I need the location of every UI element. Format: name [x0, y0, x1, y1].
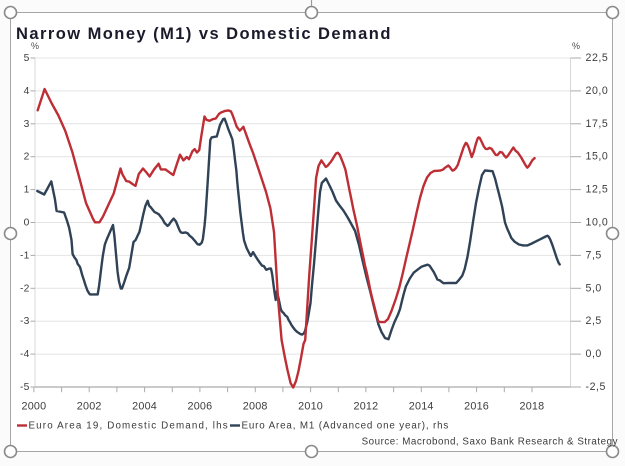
svg-text:17,5: 17,5 [586, 118, 609, 130]
svg-text:2002: 2002 [77, 400, 102, 412]
svg-text:-2: -2 [20, 283, 30, 294]
svg-text:15,0: 15,0 [586, 151, 609, 163]
svg-text:-4: -4 [20, 349, 30, 360]
svg-text:Euro Area, M1 (Advanced one ye: Euro Area, M1 (Advanced one year), rhs [242, 421, 450, 432]
svg-text:3: 3 [24, 119, 30, 130]
svg-text:2010: 2010 [298, 400, 323, 412]
svg-text:0,0: 0,0 [586, 348, 602, 360]
svg-text:5: 5 [24, 53, 30, 64]
svg-text:2000: 2000 [21, 400, 46, 412]
svg-text:-5: -5 [20, 382, 30, 393]
svg-text:Source: Macrobond, Saxo Bank R: Source: Macrobond, Saxo Bank Research & … [362, 437, 618, 448]
svg-text:2018: 2018 [519, 400, 544, 412]
svg-text:2004: 2004 [132, 400, 157, 412]
svg-text:Narrow Money (M1) vs Domestic: Narrow Money (M1) vs Domestic Demand [16, 25, 392, 43]
svg-text:10,0: 10,0 [586, 217, 609, 229]
svg-text:22,5: 22,5 [586, 52, 609, 64]
svg-text:12,5: 12,5 [586, 184, 609, 196]
svg-text:2014: 2014 [409, 400, 434, 412]
svg-text:-2,5: -2,5 [586, 381, 606, 393]
svg-text:5,0: 5,0 [586, 282, 602, 294]
svg-text:-1: -1 [20, 250, 30, 261]
svg-text:2006: 2006 [187, 400, 212, 412]
svg-text:%: % [31, 41, 39, 51]
svg-text:2,5: 2,5 [586, 315, 602, 327]
svg-text:-3: -3 [20, 316, 30, 327]
svg-text:4: 4 [24, 86, 30, 97]
svg-text:2008: 2008 [243, 400, 268, 412]
svg-text:%: % [572, 41, 580, 51]
svg-text:2: 2 [24, 152, 30, 163]
svg-text:Euro Area 19, Domestic Demand,: Euro Area 19, Domestic Demand, lhs [29, 421, 229, 432]
svg-text:20,0: 20,0 [586, 85, 609, 97]
svg-text:7,5: 7,5 [586, 249, 602, 261]
svg-text:1: 1 [24, 185, 30, 196]
svg-text:2016: 2016 [464, 400, 489, 412]
svg-text:2012: 2012 [353, 400, 378, 412]
svg-text:0: 0 [24, 218, 30, 229]
